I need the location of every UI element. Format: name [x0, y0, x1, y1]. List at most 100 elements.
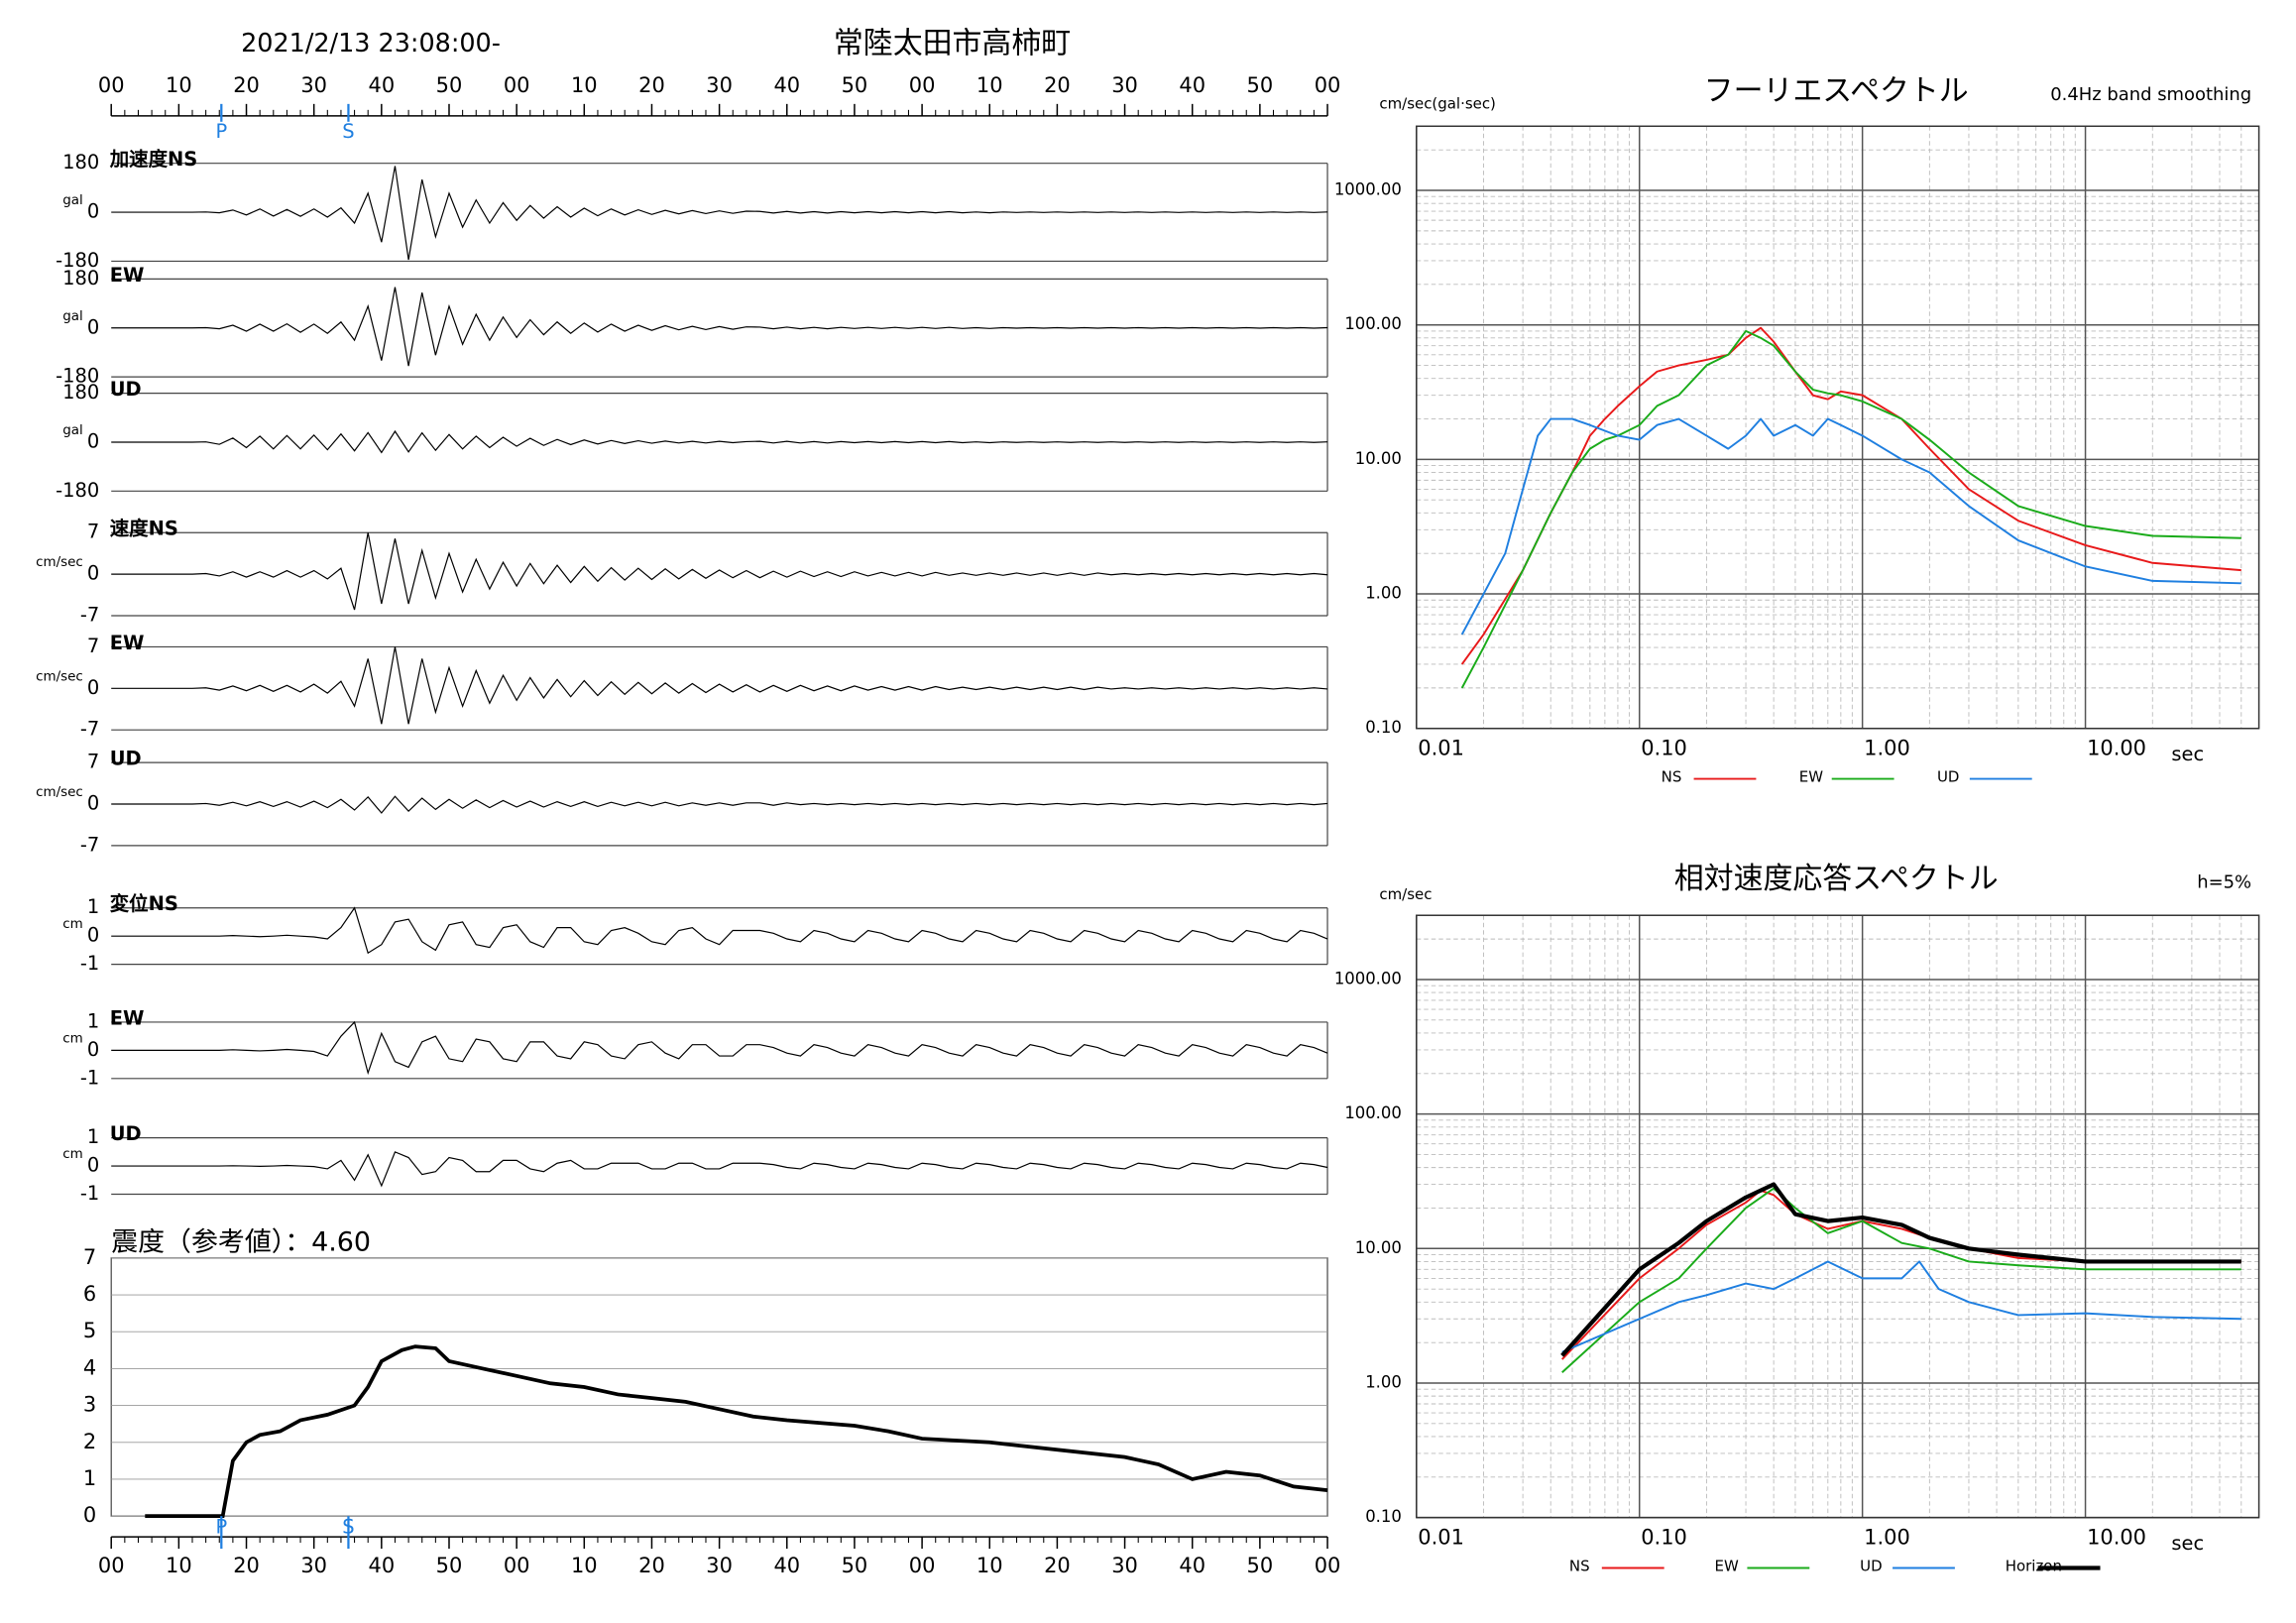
x-tick-label: 0.10	[1641, 1526, 1687, 1550]
legend-label: NS	[1569, 1558, 1590, 1575]
waveform	[111, 906, 1328, 955]
legend-label: EW	[1715, 1558, 1739, 1575]
y-tick-label: 7	[87, 521, 99, 543]
x-tick-label: 30	[706, 73, 733, 97]
x-tick-label: 50	[436, 1554, 463, 1577]
x-tick-label: 40	[1179, 1554, 1205, 1577]
y-tick-label: 6	[83, 1282, 96, 1306]
x-tick-label: 10	[571, 73, 598, 97]
spectrum-line	[1561, 1189, 2241, 1360]
x-tick-label: 00	[909, 73, 936, 97]
y-tick-label: 180	[62, 381, 99, 404]
intensity-title: 震度（参考値）：4.60	[111, 1226, 371, 1257]
chart-subtitle: 0.4Hz band smoothing	[2050, 84, 2251, 105]
y-tick-label: 0	[87, 1038, 99, 1061]
y-tick-label: 10.00	[1355, 1238, 1402, 1257]
y-tick-label: 1.00	[1365, 584, 1402, 603]
y-tick-label: 100.00	[1344, 314, 1402, 333]
x-tick-label: 40	[369, 1554, 396, 1577]
y-tick-label: 10.00	[1355, 449, 1402, 468]
y-tick-label: -7	[80, 604, 99, 627]
x-tick-label: 00	[98, 1554, 125, 1577]
x-tick-label: 10	[166, 73, 192, 97]
waveform	[111, 166, 1328, 261]
y-tick-label: 4	[83, 1355, 96, 1379]
waveform	[111, 429, 1328, 454]
legend-label: UD	[1937, 768, 1959, 786]
x-tick-label: 00	[504, 73, 530, 97]
x-tick-label: 20	[638, 73, 665, 97]
y-tick-label: -180	[56, 479, 99, 502]
x-tick-label: 0.01	[1418, 737, 1464, 760]
legend-label: NS	[1662, 768, 1682, 786]
spectrum-line	[1460, 326, 2241, 665]
chart-title: 相対速度応答スペクトル	[1674, 862, 1999, 896]
x-tick-label: 0.10	[1641, 737, 1687, 760]
y-tick-label: 0	[87, 1154, 99, 1177]
chart-title: フーリエスペクトル	[1704, 73, 1969, 108]
y-tick-label: -180	[56, 365, 99, 388]
y-tick-label: 1	[87, 895, 99, 918]
phase-label: P	[215, 1516, 227, 1539]
x-tick-label: 30	[1111, 73, 1138, 97]
x-tick-label: 40	[773, 1554, 800, 1577]
x-tick-label: 40	[369, 73, 396, 97]
x-tick-label: 1.00	[1864, 737, 1910, 760]
unit: gal	[62, 193, 83, 208]
y-tick-label: 7	[87, 635, 99, 657]
y-tick-label: 180	[62, 151, 99, 174]
waveform	[111, 287, 1328, 367]
x-tick-label: 20	[638, 1554, 665, 1577]
plot-frame	[1416, 914, 2260, 1519]
x-tick-label: 40	[1179, 73, 1205, 97]
chart-subtitle: h=5%	[2197, 871, 2251, 892]
x-tick-label: 30	[300, 1554, 327, 1577]
y-tick-label: -7	[80, 833, 99, 856]
y-tick-label: 100.00	[1344, 1103, 1402, 1122]
x-tick-label: 00	[504, 1554, 530, 1577]
x-tick-label: 1.00	[1864, 1526, 1910, 1550]
phase-label: P	[215, 120, 227, 143]
phase-label: S	[342, 120, 354, 143]
x-tick-label: 10.00	[2087, 1526, 2146, 1550]
trace-name: UD	[110, 748, 142, 770]
trace-name: EW	[110, 632, 145, 654]
x-tick-label: 50	[436, 73, 463, 97]
phase-label: S	[342, 1516, 354, 1539]
y-tick-label: 0	[87, 429, 99, 452]
y-tick-label: 0.10	[1365, 718, 1402, 737]
frame	[110, 1257, 1328, 1517]
x-tick-label: 20	[1044, 73, 1071, 97]
y-tick-label: 0.10	[1365, 1507, 1402, 1526]
datetime: 2021/2/13 23:08:00-	[241, 28, 501, 58]
y-tick-label: -1	[80, 952, 99, 975]
unit: gal	[62, 423, 83, 438]
x-tick-label: 00	[1315, 1554, 1341, 1577]
spectrum-line	[1460, 417, 2241, 636]
trace-name: 加速度NS	[109, 148, 198, 171]
y-tick-label: 0	[87, 562, 99, 585]
x-tick-label: 10.00	[2087, 737, 2146, 760]
trace-name: 速度NS	[110, 518, 178, 540]
x-tick-label: 20	[233, 73, 260, 97]
x-tick-label: 50	[842, 1554, 868, 1577]
waveform	[111, 646, 1328, 725]
unit: gal	[62, 309, 83, 324]
station: 常陸太田市高柿町	[834, 27, 1071, 61]
x-tick-label: 40	[773, 73, 800, 97]
unit: cm	[62, 1147, 83, 1162]
x-tick-label: 50	[842, 73, 868, 97]
y-tick-label: 0	[87, 676, 99, 699]
unit: cm/sec	[36, 555, 83, 570]
trace-name: 変位NS	[110, 892, 178, 915]
intensity-line	[145, 1344, 1328, 1519]
x-tick-label: 00	[1315, 73, 1341, 97]
plot-frame	[1416, 125, 2260, 730]
trace-name: UD	[110, 378, 142, 401]
x-axis-label: sec	[2171, 1532, 2204, 1555]
unit: cm	[62, 917, 83, 932]
spectrum-line	[1560, 1182, 2241, 1357]
x-tick-label: 50	[1247, 1554, 1274, 1577]
